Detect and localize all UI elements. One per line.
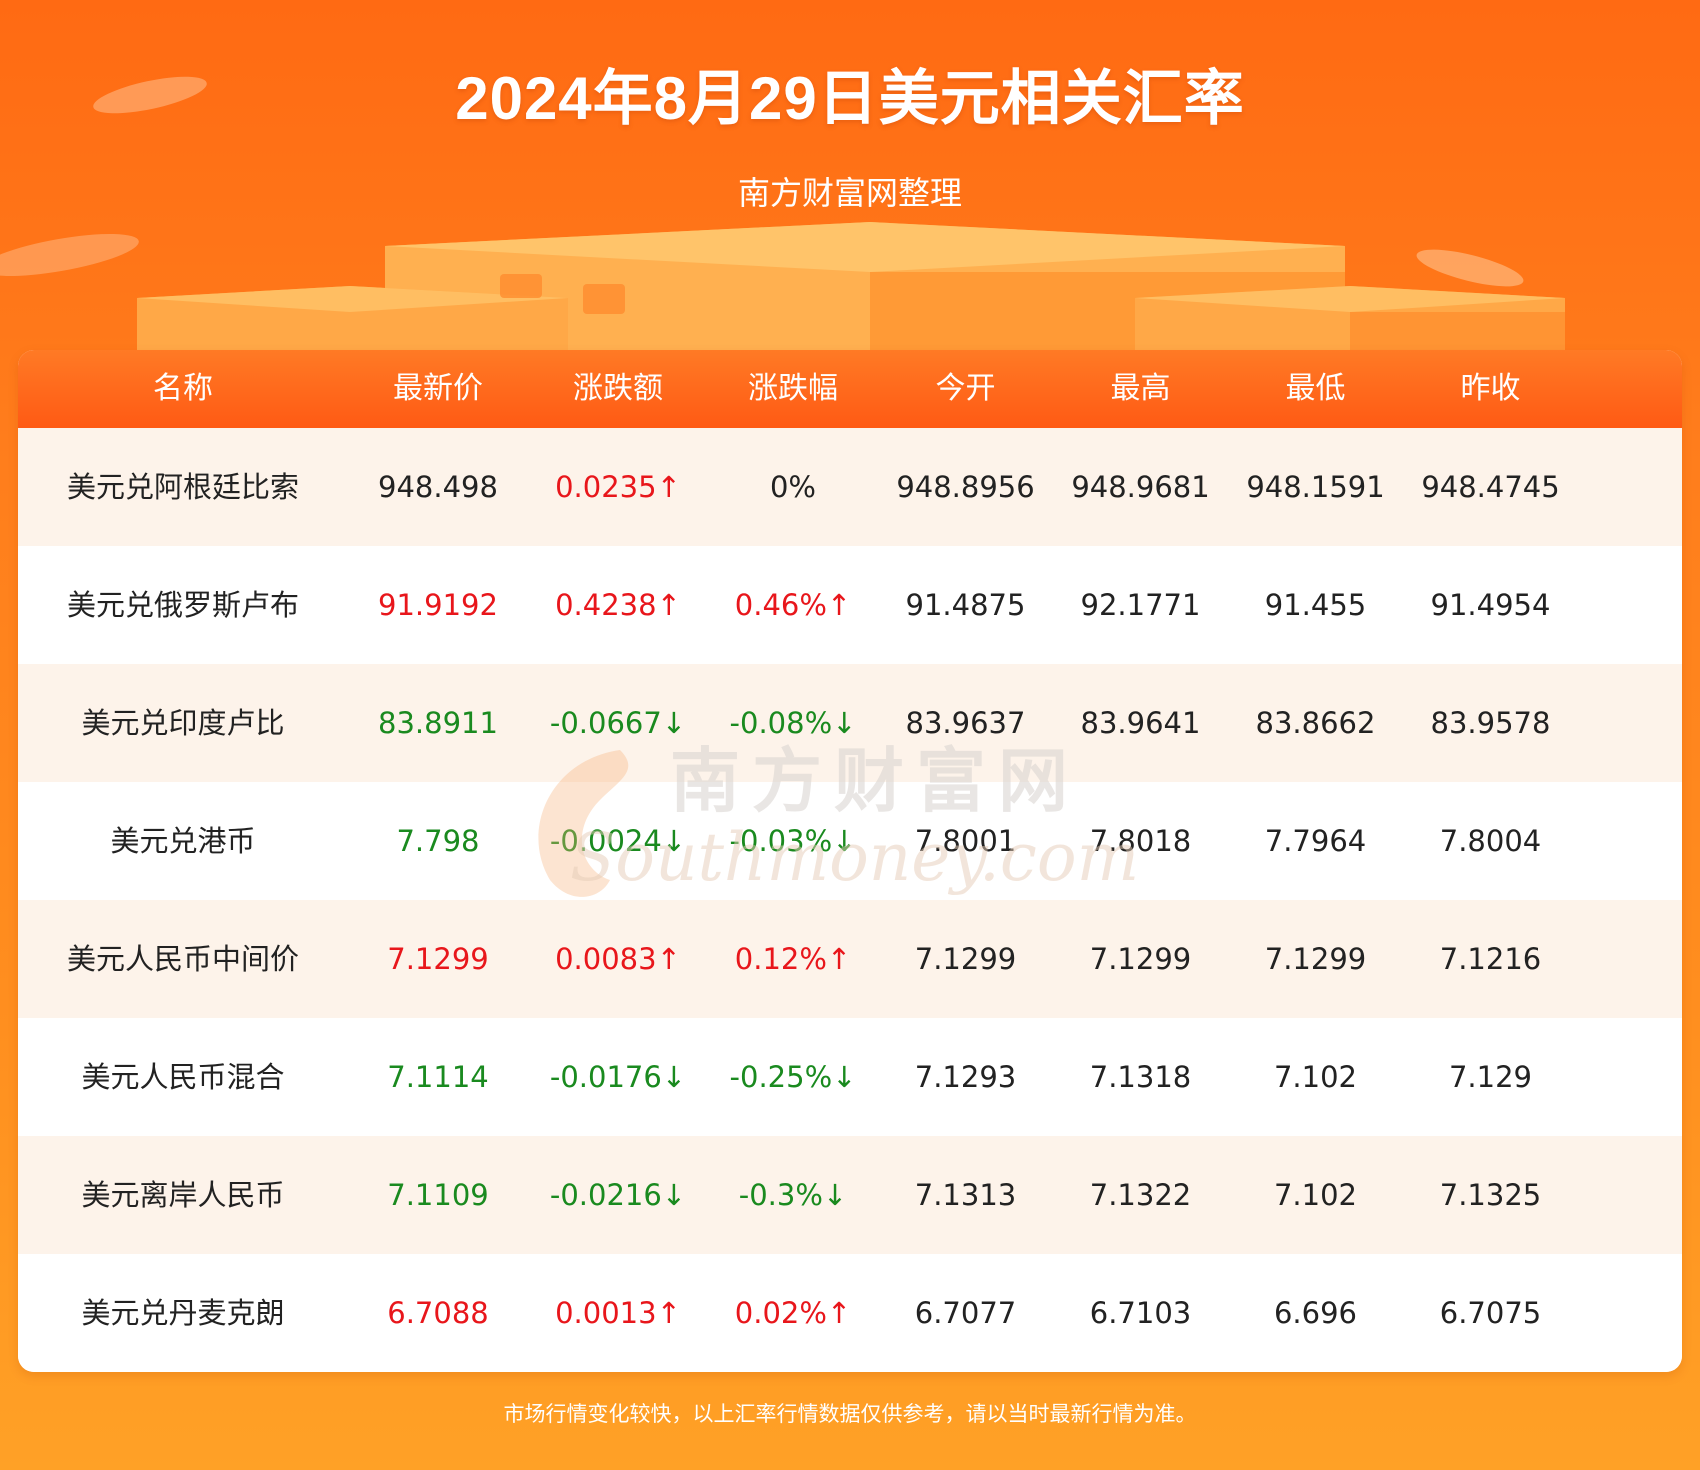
cell-name: 美元兑丹麦克朗 — [81, 1296, 285, 1330]
cell-low: 91.455 — [1264, 588, 1367, 622]
table-header: 名称 最新价 涨跌额 涨跌幅 今开 最高 最低 昨收 — [18, 350, 1682, 428]
page-title: 2024年8月29日美元相关汇率 — [455, 65, 1245, 132]
cell-open: 91.4875 — [905, 588, 1026, 622]
cell-open: 948.8956 — [896, 470, 1035, 504]
table-row: 美元兑港币 7.798 -0.0024↓ -0.03%↓ 7.8001 7.80… — [18, 782, 1682, 900]
cell-name: 美元兑俄罗斯卢布 — [66, 588, 299, 622]
table-row: 美元兑俄罗斯卢布 91.9192 0.4238↑ 0.46%↑ 91.4875 … — [18, 546, 1682, 664]
cell-low: 7.102 — [1273, 1060, 1358, 1094]
column-header-prev-close: 昨收 — [1460, 371, 1521, 406]
cell-open: 83.9637 — [905, 706, 1026, 740]
cell-latest: 7.1114 — [387, 1060, 489, 1094]
cell-high: 7.1299 — [1089, 942, 1192, 976]
cell-prev-close: 7.1216 — [1439, 942, 1542, 976]
page-subtitle: 南方财富网整理 — [737, 174, 962, 212]
cell-prev-close: 948.4745 — [1421, 470, 1560, 504]
cell-prev-close: 7.129 — [1448, 1060, 1533, 1094]
cell-low: 7.7964 — [1264, 824, 1367, 858]
disclaimer-footer: 市场行情变化较快，以上汇率行情数据仅供参考，请以当时最新行情为准。 — [503, 1402, 1197, 1426]
cell-high: 7.1322 — [1089, 1178, 1192, 1212]
exchange-rate-table: 名称 最新价 涨跌额 涨跌幅 今开 最高 最低 昨收 美元兑阿根廷比索 948.… — [18, 350, 1682, 1372]
cell-high: 948.9681 — [1071, 470, 1210, 504]
cell-high: 6.7103 — [1089, 1296, 1192, 1330]
column-header-name: 名称 — [153, 371, 213, 406]
cell-latest: 6.7088 — [387, 1296, 489, 1330]
table-row: 美元兑阿根廷比索 948.498 0.0235↑ 0% 948.8956 948… — [18, 428, 1682, 546]
cell-open: 6.7077 — [914, 1296, 1017, 1330]
cell-name: 美元兑印度卢比 — [81, 706, 285, 740]
cell-change: -0.0667↓ — [549, 706, 687, 740]
cell-high: 7.1318 — [1089, 1060, 1192, 1094]
cell-change-pct: 0.12%↑ — [734, 942, 852, 976]
table-row: 美元人民币中间价 7.1299 0.0083↑ 0.12%↑ 7.1299 7.… — [18, 900, 1682, 1018]
cell-name: 美元人民币混合 — [81, 1060, 285, 1094]
cell-change: 0.0083↑ — [555, 942, 681, 976]
table-row: 美元兑丹麦克朗 6.7088 0.0013↑ 0.02%↑ 6.7077 6.7… — [18, 1254, 1682, 1372]
cell-change-pct: -0.25%↓ — [729, 1060, 857, 1094]
cell-low: 948.1591 — [1246, 470, 1385, 504]
cell-change-pct: 0% — [769, 470, 816, 504]
cell-change: -0.0176↓ — [549, 1060, 687, 1094]
cell-change-pct: 0.46%↑ — [734, 588, 852, 622]
column-header-open: 今开 — [935, 371, 996, 406]
cell-change: 0.0013↑ — [555, 1296, 681, 1330]
cell-open: 7.1313 — [914, 1178, 1017, 1212]
cell-latest: 948.498 — [378, 470, 498, 504]
cell-change-pct: -0.08%↓ — [729, 706, 857, 740]
cell-change: 0.0235↑ — [555, 470, 681, 504]
cell-change-pct: 0.02%↑ — [734, 1296, 852, 1330]
cell-prev-close: 83.9578 — [1430, 706, 1551, 740]
cell-low: 6.696 — [1273, 1296, 1358, 1330]
cell-latest: 7.1109 — [387, 1178, 489, 1212]
cell-prev-close: 6.7075 — [1439, 1296, 1542, 1330]
cell-low: 7.1299 — [1264, 942, 1367, 976]
cell-change-pct: -0.3%↓ — [738, 1178, 848, 1212]
cell-change-pct: -0.03%↓ — [729, 824, 857, 858]
cell-high: 83.9641 — [1080, 706, 1201, 740]
cell-prev-close: 91.4954 — [1430, 588, 1551, 622]
cell-low: 83.8662 — [1255, 706, 1376, 740]
table-row: 美元兑印度卢比 83.8911 -0.0667↓ -0.08%↓ 83.9637… — [18, 664, 1682, 782]
cell-prev-close: 7.1325 — [1439, 1178, 1542, 1212]
cell-open: 7.8001 — [914, 824, 1017, 858]
cell-high: 92.1771 — [1080, 588, 1201, 622]
cell-latest: 91.9192 — [378, 588, 498, 622]
column-header-high: 最高 — [1110, 371, 1171, 406]
cell-latest: 7.798 — [396, 824, 480, 858]
cell-change: -0.0216↓ — [549, 1178, 687, 1212]
cell-name: 美元人民币中间价 — [66, 942, 299, 976]
cell-latest: 7.1299 — [387, 942, 489, 976]
cell-prev-close: 7.8004 — [1439, 824, 1542, 858]
table-row: 美元离岸人民币 7.1109 -0.0216↓ -0.3%↓ 7.1313 7.… — [18, 1136, 1682, 1254]
table-row: 美元人民币混合 7.1114 -0.0176↓ -0.25%↓ 7.1293 7… — [18, 1018, 1682, 1136]
column-header-change: 涨跌额 — [573, 371, 663, 406]
cell-high: 7.8018 — [1089, 824, 1192, 858]
cell-name: 美元离岸人民币 — [81, 1178, 285, 1212]
cell-name: 美元兑阿根廷比索 — [66, 470, 299, 504]
cell-open: 7.1293 — [914, 1060, 1017, 1094]
column-header-change-pct: 涨跌幅 — [748, 371, 838, 406]
column-header-low: 最低 — [1285, 371, 1346, 406]
cell-change: 0.4238↑ — [555, 588, 681, 622]
column-header-latest: 最新价 — [393, 371, 483, 406]
cell-open: 7.1299 — [914, 942, 1017, 976]
cell-low: 7.102 — [1273, 1178, 1358, 1212]
cell-latest: 83.8911 — [378, 706, 498, 740]
cell-change: -0.0024↓ — [549, 824, 687, 858]
cell-name: 美元兑港币 — [110, 824, 256, 858]
